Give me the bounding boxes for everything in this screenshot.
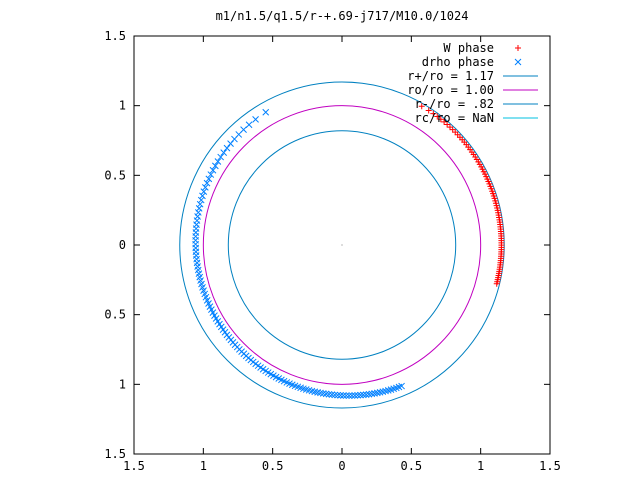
legend-label: r+/ro = 1.17 (407, 69, 494, 83)
drho-phase-point (207, 171, 215, 178)
x-tick-label: 1 (200, 459, 207, 473)
drho-phase-point (217, 153, 225, 161)
w-phase-point (418, 103, 425, 110)
origin-dot (341, 244, 343, 246)
x-tick-label: 1.5 (539, 459, 561, 473)
drho-phase-point (331, 391, 339, 399)
w-phase-point (493, 280, 500, 287)
w-phase-point (437, 116, 444, 123)
drho-phase-point (362, 391, 370, 398)
drho-phase-point (354, 391, 362, 399)
drho-phase-point (337, 392, 344, 399)
y-tick-label: 1.5 (104, 447, 126, 461)
drho-phase-point (365, 390, 373, 398)
drho-phase-point (209, 166, 217, 174)
drho-phase-point (199, 192, 206, 200)
drho-phase-point (359, 391, 367, 399)
drho-phase-point (196, 200, 204, 208)
drho-phase-point (195, 204, 203, 212)
drho-phase-point (371, 390, 378, 397)
drho-phase-point (262, 108, 270, 116)
drho-phase-point (201, 184, 209, 191)
drho-phase-point (227, 140, 234, 147)
drho-phase-point (214, 158, 222, 165)
x-tick-label: 0.5 (400, 459, 422, 473)
drho-phase-point (342, 392, 350, 399)
legend-label: W phase (443, 41, 494, 55)
y-tick-label: 1.5 (104, 29, 126, 43)
legend-label: drho phase (422, 55, 494, 69)
drho-phase-point (245, 121, 253, 129)
chart-title: m1/n1.5/q1.5/r-+.69-j717/M10.0/1024 (216, 9, 469, 23)
w-phase-point (441, 118, 448, 125)
x-tick-label: 0 (338, 459, 345, 473)
w-phase-point (449, 126, 456, 133)
drho-phase-point (203, 179, 211, 187)
x-tick-label: 1 (477, 459, 484, 473)
y-tick-label: 0.5 (104, 308, 126, 322)
x-tick-label: 1.5 (123, 459, 145, 473)
drho-phase-point (322, 390, 330, 398)
legend-label: ro/ro = 1.00 (407, 83, 494, 97)
legend-label: r-/ro = .82 (415, 97, 494, 111)
drho-phase-point (334, 391, 341, 399)
circle-r-0_82 (227, 130, 457, 360)
drho-phase-point (220, 149, 228, 156)
w-phase-point (446, 124, 453, 131)
y-tick-label: 1 (119, 99, 126, 113)
w-phase-point (430, 110, 437, 117)
legend-marker (515, 45, 521, 51)
drho-phase-point (197, 196, 205, 204)
drho-phase-point (328, 391, 336, 399)
drho-phase-point (223, 144, 231, 152)
drho-phase-point (357, 391, 364, 399)
drho-phase-point (325, 390, 333, 398)
drho-phase-point (345, 392, 353, 399)
y-tick-label: 0 (119, 238, 126, 252)
legend-label: rc/ro = NaN (415, 111, 494, 125)
x-tick-label: 0.5 (262, 459, 284, 473)
w-phase-point (425, 107, 432, 114)
drho-phase-point (205, 175, 213, 183)
ticks: 1.5 1 0.5 0 0.5 1 1.51.510.500.511.5 (104, 29, 561, 473)
drho-phase-point (340, 392, 347, 399)
drho-phase-point (348, 392, 356, 399)
drho-phase-point (368, 390, 376, 398)
drho-phase-point (252, 116, 259, 123)
y-tick-label: 1 (119, 377, 126, 391)
legend-marker (514, 58, 522, 66)
phase-points (192, 103, 505, 399)
drho-phase-point (211, 162, 219, 170)
drho-phase-point (351, 392, 359, 399)
w-phase-point (434, 113, 441, 120)
w-phase-point (444, 121, 451, 128)
plot-area: 1.5 1 0.5 0 0.5 1 1.51.510.500.511.5 (104, 29, 561, 473)
y-tick-label: 0.5 (104, 168, 126, 182)
drho-phase-point (200, 188, 208, 195)
drho-phase-point (398, 382, 405, 390)
circle-r-1 (202, 105, 482, 385)
